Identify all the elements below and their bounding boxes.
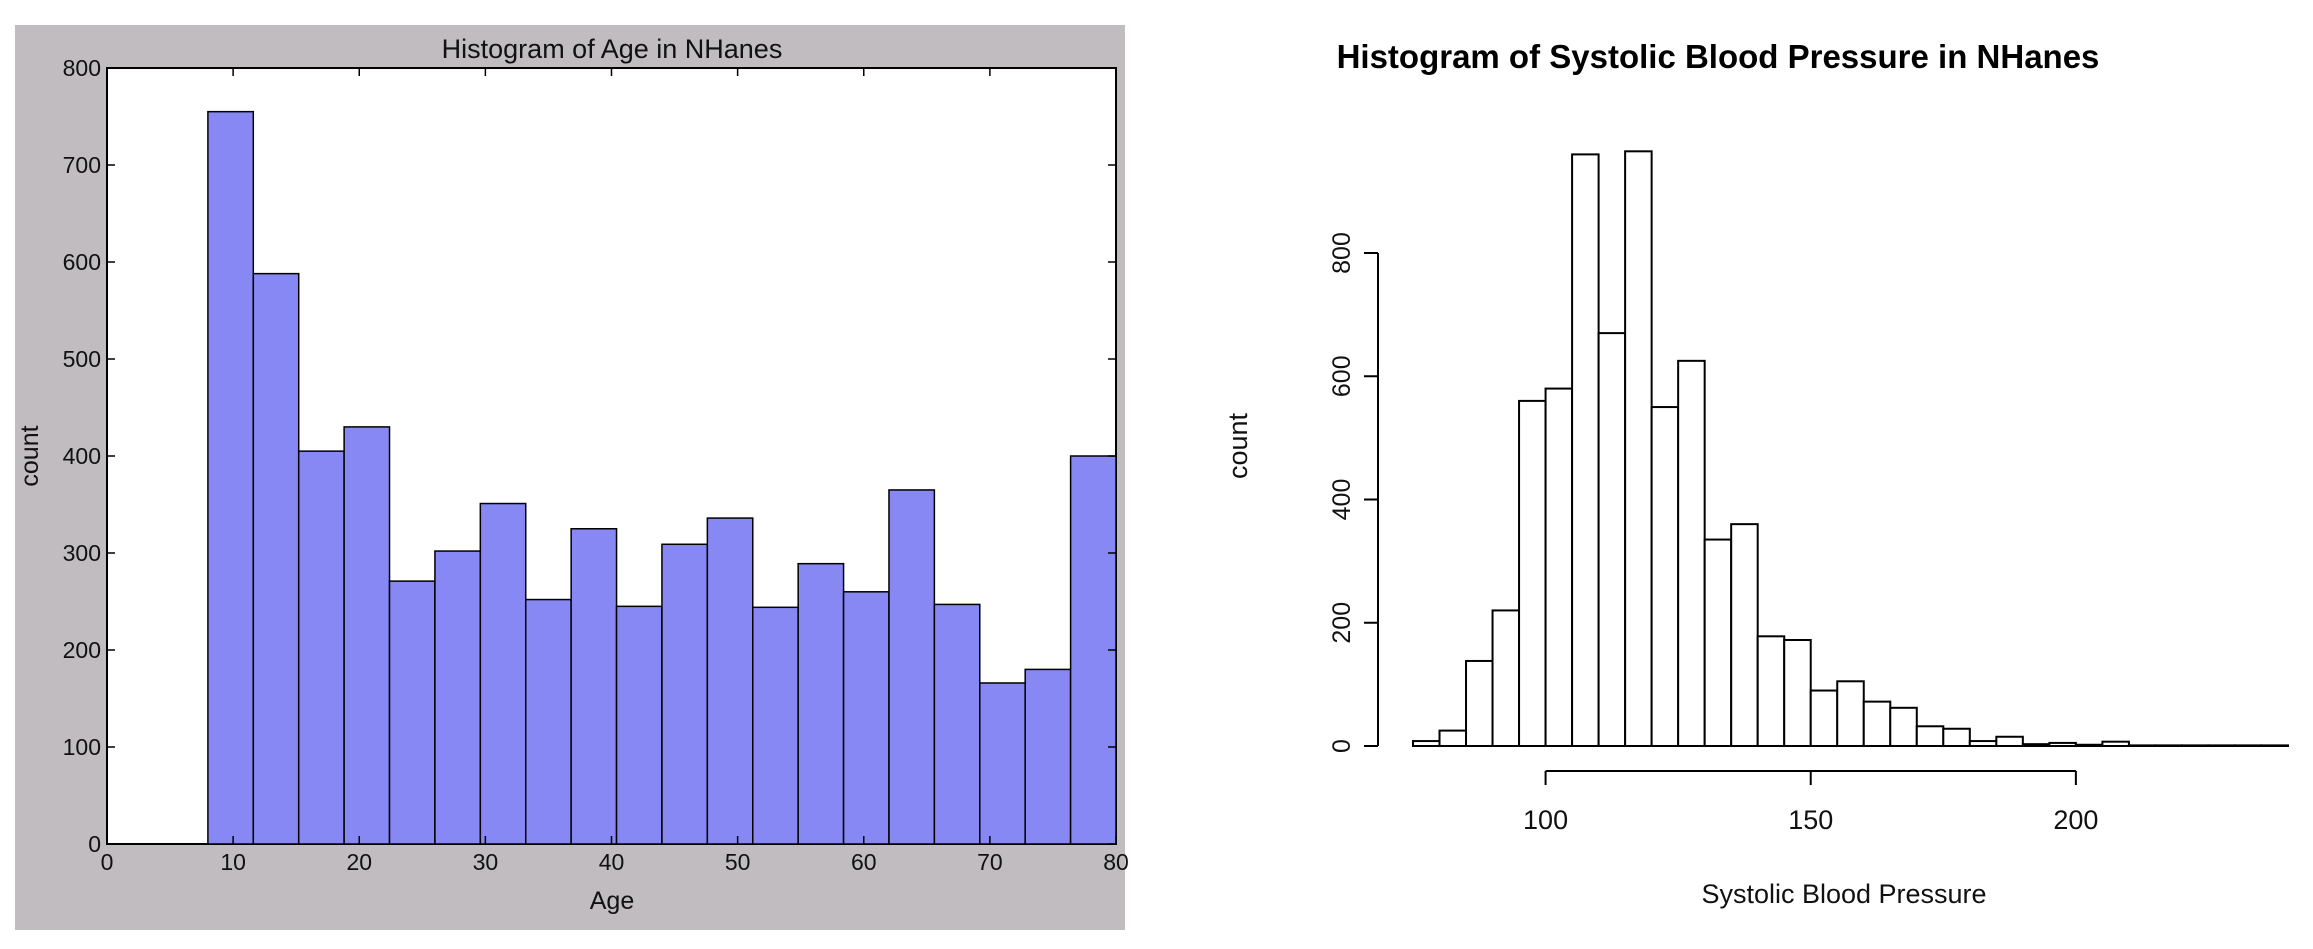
y-axis-label: count [1223,412,1253,479]
y-tick-label: 600 [1328,355,1356,397]
histogram-bar [297,450,345,845]
histogram-bar [479,502,527,845]
y-axis: 0 200 400 600 800 [1328,232,1379,753]
bp-histogram-panel: Histogram of Systolic Blood Pressure in … [1140,0,2313,944]
y-tick-label: 200 [63,637,101,663]
age-bars [207,110,1117,845]
histogram-bar [2207,744,2236,747]
histogram-bar [888,489,936,845]
histogram-bar [388,580,436,845]
histogram-bar [343,426,391,845]
histogram-bar [1968,740,1998,748]
bp-bars [1412,150,2290,748]
y-tick-label: 500 [63,346,101,372]
histogram-bar [661,543,709,845]
histogram-bar [1412,740,1441,748]
bp-histogram-chart: Histogram of Systolic Blood Pressure in … [1223,38,2290,909]
histogram-bar [1650,406,1680,747]
histogram-bar [2233,744,2263,747]
x-tick-label: 70 [977,849,1003,875]
histogram-bar [1624,150,1653,748]
x-tick-label: 0 [101,849,114,875]
histogram-bar [1677,359,1706,747]
histogram-bar [1703,538,1733,748]
histogram-bar [1491,609,1521,747]
age-histogram-chart: Histogram of Age in NHanes 0100200300400… [15,25,1129,930]
x-axis: 100 150 200 [1523,770,2098,835]
chart-title: Histogram of Age in NHanes [442,34,783,64]
histogram-bar [797,562,845,845]
histogram-bar [752,606,799,845]
histogram-bar [706,517,754,845]
histogram-bar [1942,727,1971,747]
histogram-bar [933,603,981,845]
histogram-bar [1544,387,1574,747]
histogram-bar [1995,735,2024,747]
histogram-bar [252,272,300,845]
y-tick-label: 700 [63,152,101,178]
x-tick-label: 50 [725,849,751,875]
x-tick-label: 30 [473,849,499,875]
x-tick-label: 40 [599,849,625,875]
y-tick-label: 0 [88,831,101,857]
histogram-bar [434,550,482,845]
histogram-bar [615,605,663,845]
age-histogram-panel: Histogram of Age in NHanes 0 100 200 300 400… [0,0,1140,944]
y-axis-ticks: 0 100 200 300 400 500 600 700 800 [63,55,1116,857]
histogram-bar [2074,743,2104,748]
histogram-bar [979,682,1026,845]
y-tick-label: 400 [63,443,101,469]
y-tick-label: 800 [1328,232,1356,274]
y-tick-label: 200 [1328,602,1356,644]
histogram-bar [1756,635,1786,747]
histogram-bar [1024,668,1072,845]
histogram-bar [2101,740,2130,748]
histogram-bar [2180,744,2210,747]
y-tick-label: 400 [1328,479,1356,521]
x-axis-label: Age [590,887,634,915]
y-tick-label: 600 [63,249,101,275]
histogram-bar [1889,706,1918,747]
histogram-bar [842,591,890,845]
histogram-bar [1783,639,1812,748]
histogram-bar [570,528,618,845]
y-tick-label: 0 [1328,739,1356,753]
histogram-bar [2048,741,2077,748]
histogram-bar [1809,689,1839,747]
histogram-bar [1571,153,1600,747]
histogram-bar [2021,743,2051,747]
histogram-bar [2127,744,2157,747]
y-axis-label: count [16,425,44,486]
x-tick-label: 60 [851,849,877,875]
histogram-bar [524,598,572,845]
y-tick-label: 800 [63,55,101,81]
y-tick-label: 300 [63,540,101,566]
x-tick-label: 10 [220,849,246,875]
histogram-bar [1836,680,1865,748]
histogram-bar [2260,744,2290,747]
x-tick-label: 80 [1103,849,1129,875]
x-axis-label: Systolic Blood Pressure [1701,879,1986,909]
x-tick-label: 100 [1523,805,1568,835]
histogram-bar [1465,659,1494,748]
histogram-bar [207,110,255,845]
y-tick-label: 100 [63,734,101,760]
histogram-bar [1597,332,1627,747]
histogram-bar [1438,729,1468,747]
histogram-bar [1915,725,1945,748]
histogram-bar [1730,523,1759,748]
chart-title: Histogram of Systolic Blood Pressure in … [1337,38,2100,75]
x-axis-ticks: 0 10 20 30 40 50 60 70 80 [101,68,1129,875]
x-tick-label: 20 [346,849,372,875]
x-tick-label: 200 [2053,805,2098,835]
histogram-bar [1862,700,1892,748]
histogram-bar [1518,399,1547,747]
x-tick-label: 150 [1788,805,1833,835]
histogram-bar [2154,744,2183,747]
